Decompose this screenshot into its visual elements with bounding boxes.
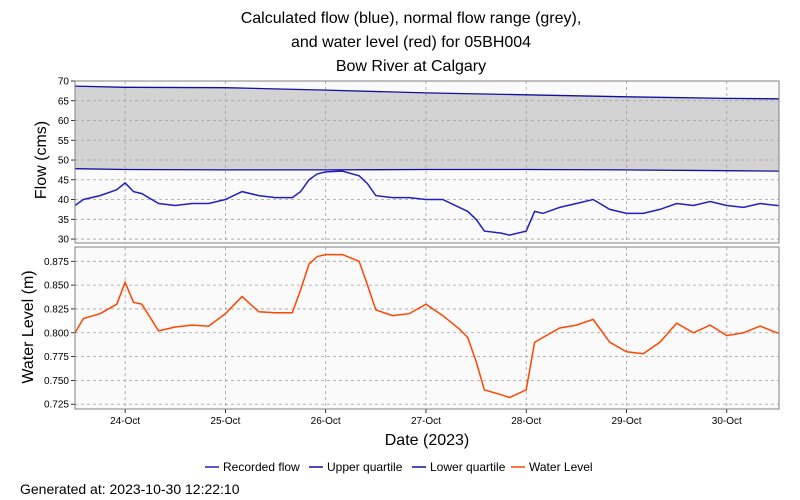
chart-title-line-1: Calculated flow (blue), normal flow rang… [241, 10, 582, 27]
x-tick-label: 29-Oct [611, 416, 641, 427]
y-tick-label: 30 [58, 235, 70, 246]
y-tick-label: 0.875 [44, 257, 69, 268]
y-tick-label: 50 [58, 156, 70, 167]
lower-quartile-line [75, 168, 779, 172]
x-tick-label: 28-Oct [511, 416, 541, 427]
chart-title-line-3: Bow River at Calgary [336, 58, 486, 75]
plot-border [74, 246, 780, 410]
y-tick-label: 45 [58, 175, 70, 186]
y-tick-label: 0.750 [44, 376, 69, 387]
y-tick-label: 0.775 [44, 352, 69, 363]
x-axis-label: Date (2023) [385, 432, 470, 449]
legend-label: Recorded flow [223, 460, 300, 474]
y-tick-label: 0.800 [44, 328, 69, 339]
y-tick-label: 60 [58, 116, 70, 127]
y-tick-label: 0.850 [44, 281, 69, 292]
recorded-flow-line [75, 170, 779, 236]
x-tick-label: 30-Oct [712, 416, 742, 427]
normal-flow-range-band [75, 86, 779, 172]
x-tick-label: 24-Oct [110, 416, 140, 427]
y-tick-label: 0.725 [44, 400, 69, 411]
y-tick-label: 65 [58, 96, 70, 107]
y-tick-label: 35 [58, 215, 70, 226]
legend-label: Upper quartile [327, 460, 403, 474]
y-tick-label: 0.825 [44, 304, 69, 315]
x-tick-label: 27-Oct [411, 416, 441, 427]
plot-background [75, 247, 779, 409]
water-level-line [75, 253, 779, 399]
legend: Recorded flow Upper quartile Lower quartil… [205, 460, 593, 474]
y-tick-label: 55 [58, 136, 70, 147]
chart-title-line-2: and water level (red) for 05BH004 [291, 34, 531, 51]
level-y-axis-label: Water Level (m) [20, 270, 37, 383]
legend-label: Water Level [529, 460, 593, 474]
x-tick-label: 26-Oct [311, 416, 341, 427]
x-tick-label: 25-Oct [210, 416, 240, 427]
legend-label: Lower quartile [430, 460, 506, 474]
plot-border [74, 80, 780, 244]
y-tick-label: 40 [58, 195, 70, 206]
y-tick-label: 70 [58, 77, 70, 88]
flow-y-axis-label: Flow (cms) [33, 121, 50, 199]
generated-timestamp: Generated at: 2023-10-30 12:22:10 [20, 481, 240, 497]
flow-panel: 30 35 40 45 50 55 60 65 70 [58, 77, 780, 246]
upper-quartile-line [75, 85, 779, 100]
water-level-panel: 0.725 0.750 0.775 0.800 0.825 0.850 0.875 24-Oc… [44, 246, 780, 427]
